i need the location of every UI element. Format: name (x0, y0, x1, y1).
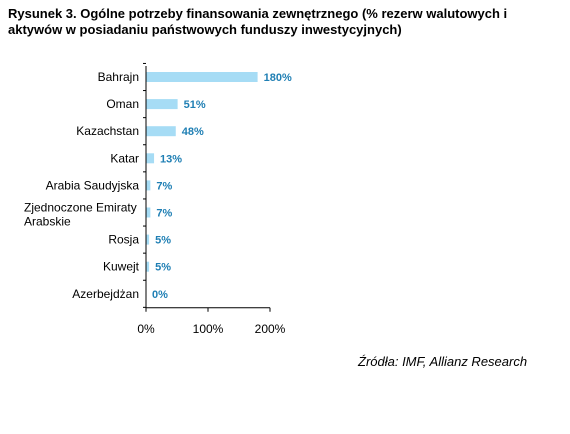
value-label: 5% (155, 235, 171, 247)
x-tick-label: 100% (193, 322, 224, 336)
value-label: 5% (155, 262, 171, 274)
bar (146, 180, 151, 191)
category-label: Kazachstan (76, 124, 139, 138)
bar (146, 72, 258, 82)
category-label: Katar (110, 151, 139, 165)
bar (146, 126, 176, 137)
bar (146, 234, 150, 245)
chart-title: Rysunek 3. Ogólne potrzeby finansowania … (8, 6, 508, 37)
source-note: Źródła: IMF, Allianz Research (358, 354, 528, 369)
category-label: Kuwejt (103, 260, 140, 274)
value-label: 48% (182, 126, 204, 138)
category-label: Azerbejdżan (72, 287, 139, 301)
x-tick-label: 0% (137, 322, 155, 336)
value-label: 0% (152, 289, 168, 301)
value-label: 180% (264, 72, 292, 84)
x-tick-label: 200% (255, 322, 286, 336)
category-label: Bahrajn (98, 70, 139, 84)
value-labels: 180% 51% 48% 13% 7% 7% 5% 5% 0% (152, 72, 292, 301)
category-label: Arabia Saudyjska (46, 178, 140, 192)
x-axis-ticks: 0% 100% 200% (137, 62, 286, 336)
bar (146, 153, 155, 164)
value-label: 51% (184, 99, 206, 111)
category-label: Oman (106, 97, 139, 111)
bar (146, 207, 151, 218)
bars (146, 72, 258, 272)
bar (146, 261, 150, 272)
category-label: Rosja (108, 233, 139, 247)
category-label: Zjednoczone Emiraty (24, 201, 137, 215)
value-label: 7% (156, 208, 172, 220)
category-labels: Bahrajn Oman Kazachstan Katar Arabia Saudyjs… (24, 70, 140, 301)
value-label: 7% (156, 180, 172, 192)
value-label: 13% (160, 153, 182, 165)
category-label: Arabskie (24, 215, 71, 229)
bar (146, 99, 178, 110)
